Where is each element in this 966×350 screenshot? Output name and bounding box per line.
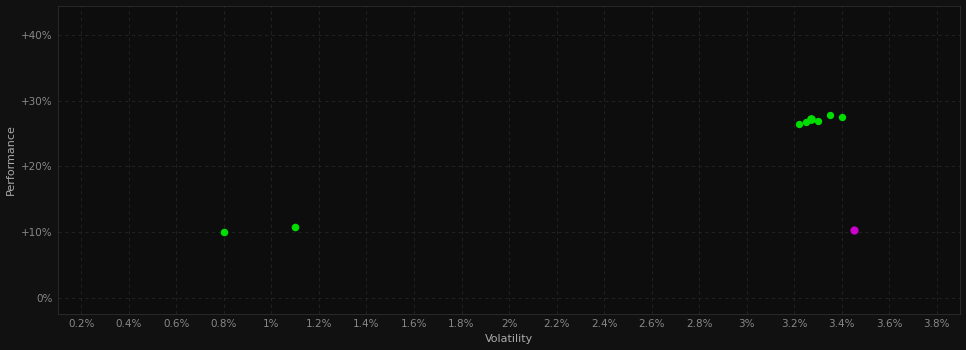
X-axis label: Volatility: Volatility xyxy=(485,335,533,344)
Point xyxy=(798,119,813,125)
Y-axis label: Performance: Performance xyxy=(6,124,15,195)
Point xyxy=(846,227,862,233)
Point xyxy=(834,114,849,120)
Point xyxy=(822,112,838,118)
Point xyxy=(803,116,818,122)
Point xyxy=(810,118,826,124)
Point xyxy=(288,225,303,230)
Point xyxy=(216,229,232,235)
Point xyxy=(791,121,807,126)
